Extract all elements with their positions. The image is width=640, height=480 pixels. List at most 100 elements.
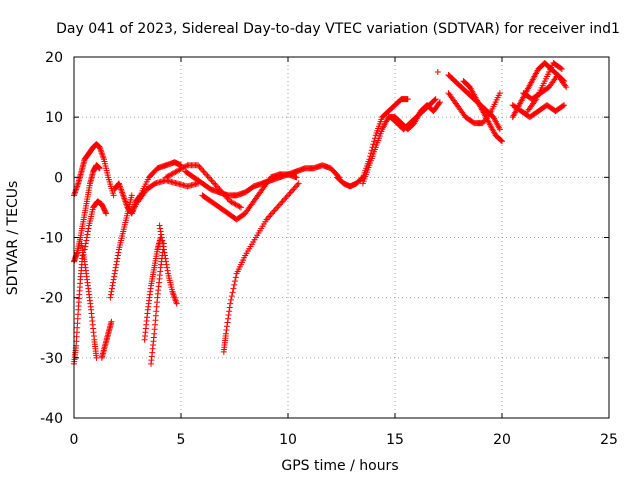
data-point <box>183 163 190 170</box>
data-point <box>200 168 207 175</box>
series-arc-17 <box>220 180 302 355</box>
data-point <box>295 180 302 187</box>
data-point <box>275 202 282 209</box>
data-point <box>113 261 120 268</box>
data-point <box>264 214 271 221</box>
series-arc-24 <box>445 90 503 127</box>
data-point <box>496 126 503 133</box>
data-point <box>112 267 119 274</box>
x-tick-label: 25 <box>600 432 618 448</box>
data-point <box>226 308 233 315</box>
data-point <box>107 294 114 301</box>
data-point <box>371 138 378 145</box>
data-point <box>158 231 165 238</box>
x-tick-label: 0 <box>70 432 79 448</box>
data-point <box>290 186 297 193</box>
data-point <box>111 270 118 277</box>
data-point <box>280 196 287 203</box>
data-point <box>225 315 232 322</box>
data-point <box>109 282 116 289</box>
data-point <box>159 240 166 247</box>
data-point <box>162 255 169 262</box>
data-point <box>271 207 278 214</box>
series-arc-23 <box>460 78 505 145</box>
data-point <box>160 246 167 253</box>
data-point <box>84 231 91 238</box>
data-point <box>268 210 275 217</box>
data-point <box>159 237 166 244</box>
data-point <box>282 195 289 202</box>
data-point <box>266 213 273 220</box>
data-point <box>197 165 204 172</box>
data-point <box>84 228 91 235</box>
data-point <box>223 327 230 334</box>
data-point <box>199 166 206 173</box>
x-axis-label: GPS time / hours <box>281 458 398 474</box>
data-point <box>108 288 115 295</box>
data-point <box>110 192 117 199</box>
data-point <box>211 180 218 187</box>
x-tick-label: 10 <box>279 432 297 448</box>
data-point <box>499 138 505 145</box>
data-point <box>196 163 203 170</box>
series-arc-12 <box>156 222 180 307</box>
series-arc-27 <box>520 72 570 103</box>
data-point <box>114 255 121 262</box>
x-tick-label: 15 <box>386 432 404 448</box>
series-arc-28 <box>524 60 565 115</box>
series-arc-14 <box>163 162 244 211</box>
data-point <box>108 285 115 292</box>
data-point <box>232 278 239 285</box>
series-arc-18 <box>334 96 411 190</box>
data-point <box>113 258 120 265</box>
data-point <box>224 323 231 330</box>
data-point <box>270 208 277 215</box>
data-point <box>436 100 443 107</box>
data-point <box>231 281 238 288</box>
series-arc-26 <box>509 102 568 121</box>
data-point <box>558 66 565 73</box>
data-point <box>404 96 411 103</box>
y-axis-label: SDTVAR / TECUs <box>5 181 21 296</box>
data-point <box>287 189 294 196</box>
data-point <box>232 274 239 281</box>
data-point <box>283 193 290 200</box>
data-point <box>110 279 117 286</box>
y-tick-label: -40 <box>40 411 63 427</box>
data-point <box>82 240 89 247</box>
data-point <box>207 175 214 182</box>
series-arc-11 <box>128 159 184 217</box>
data-point <box>163 261 170 268</box>
data-point <box>274 204 281 211</box>
x-tick-label: 20 <box>493 432 511 448</box>
data-point <box>83 237 90 244</box>
data-point <box>160 243 167 250</box>
series-arc-16 <box>199 171 300 223</box>
series-arc-9 <box>141 234 164 343</box>
data-point <box>230 285 237 292</box>
data-point <box>276 201 283 208</box>
series-arc-20 <box>387 96 439 133</box>
series-arc-19 <box>359 99 443 187</box>
data-point <box>285 192 291 199</box>
data-point <box>164 267 171 274</box>
series-arc-1 <box>71 141 117 199</box>
data-point <box>436 99 443 106</box>
data-point <box>432 96 439 103</box>
data-point <box>563 84 570 91</box>
data-point <box>157 228 164 235</box>
data-point <box>291 184 298 191</box>
data-point <box>115 249 122 256</box>
data-point <box>111 273 118 280</box>
data-point <box>294 181 301 188</box>
data-point <box>293 174 300 181</box>
data-point <box>161 249 168 256</box>
series-arc-15 <box>182 162 343 199</box>
data-point <box>103 210 110 217</box>
data-point <box>279 198 286 205</box>
y-tick-label: -10 <box>40 231 63 247</box>
data-point <box>110 276 117 283</box>
data-point <box>293 183 300 190</box>
series-arc-6 <box>98 318 115 361</box>
